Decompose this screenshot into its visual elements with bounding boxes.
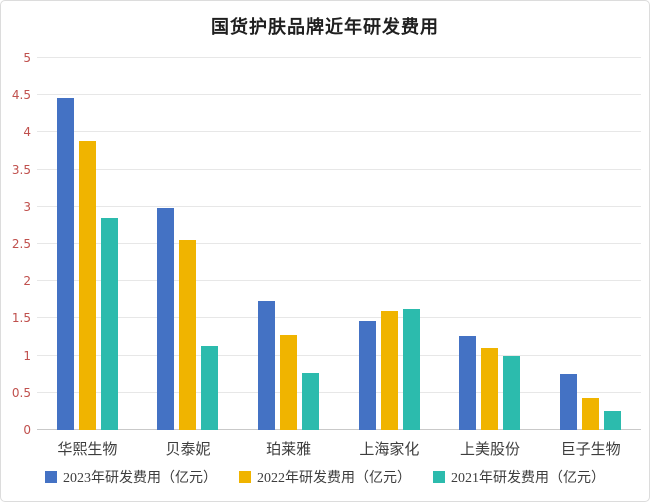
legend-swatch-icon (433, 471, 445, 483)
y-tick-label: 0 (23, 423, 31, 437)
legend: 2023年研发费用（亿元） 2022年研发费用（亿元） 2021年研发费用（亿元） (1, 467, 649, 487)
gridline (37, 280, 641, 282)
bar-series1-cat1 (56, 98, 74, 430)
gridline (37, 131, 641, 133)
y-tick-label: 0.5 (11, 385, 31, 400)
legend-item-3: 2021年研发费用（亿元） (433, 467, 605, 487)
x-category-label: 上海家化 (359, 442, 420, 458)
y-tick-label: 1 (23, 348, 31, 363)
y-tick-label: 2.5 (11, 237, 31, 251)
bar-series3-cat6 (604, 411, 622, 430)
bar-series3-cat4 (402, 308, 420, 430)
gridline (37, 317, 641, 319)
bar-group-1 (37, 58, 138, 430)
y-tick-label: 4 (23, 125, 31, 140)
bar-series2-cat5 (481, 348, 499, 430)
gridline (37, 354, 641, 356)
bar-series1-cat2 (157, 207, 175, 430)
x-category-label: 巨子生物 (560, 442, 621, 458)
bar-group-6 (540, 58, 641, 430)
bar-series1-cat4 (358, 320, 376, 430)
gridline (37, 168, 641, 170)
bar-group-5 (440, 58, 541, 430)
y-tick-label: 5 (23, 51, 31, 65)
bar-series2-cat1 (78, 141, 96, 430)
chart-title: 国货护肤品牌近年研发费用 (211, 17, 439, 37)
bar-group-3 (238, 58, 339, 430)
legend-item-2: 2022年研发费用（亿元） (239, 467, 411, 487)
gridline (37, 94, 641, 96)
bar-group-2 (138, 58, 239, 430)
x-category-label: 上美股份 (459, 442, 520, 458)
legend-item-1: 2023年研发费用（亿元） (45, 467, 217, 487)
y-tick-label: 3.5 (11, 162, 31, 177)
bar-series3-cat1 (100, 217, 118, 430)
gridline (37, 391, 641, 393)
plot-area (37, 57, 641, 430)
gridline (37, 243, 641, 244)
gridline (37, 57, 641, 58)
y-tick-label: 2 (23, 274, 31, 289)
gridline (37, 205, 641, 207)
y-tick-label: 4.5 (11, 88, 31, 103)
x-category-label: 珀莱雅 (266, 442, 312, 458)
x-category-label: 贝泰妮 (165, 442, 211, 458)
bar-series2-cat3 (280, 334, 298, 430)
x-category-label: 华熙生物 (57, 442, 118, 458)
y-tick-label: 3 (23, 199, 31, 214)
bar-series1-cat6 (560, 374, 578, 430)
legend-swatch-icon (45, 471, 57, 483)
legend-label: 2022年研发费用（亿元） (257, 471, 411, 486)
bar-series2-cat2 (179, 240, 197, 430)
y-tick-label: 1.5 (11, 311, 31, 326)
legend-label: 2023年研发费用（亿元） (63, 471, 217, 486)
legend-swatch-icon (239, 471, 251, 483)
bar-series3-cat2 (201, 345, 219, 430)
legend-label: 2021年研发费用（亿元） (451, 471, 605, 486)
bar-series3-cat3 (302, 372, 320, 430)
bar-series2-cat4 (380, 310, 398, 430)
bar-group-4 (339, 58, 440, 430)
bar-series1-cat3 (258, 300, 276, 430)
bar-series2-cat6 (582, 398, 600, 430)
x-axis-baseline (37, 429, 641, 430)
bar-series3-cat5 (503, 356, 521, 430)
bar-series1-cat5 (459, 336, 477, 430)
